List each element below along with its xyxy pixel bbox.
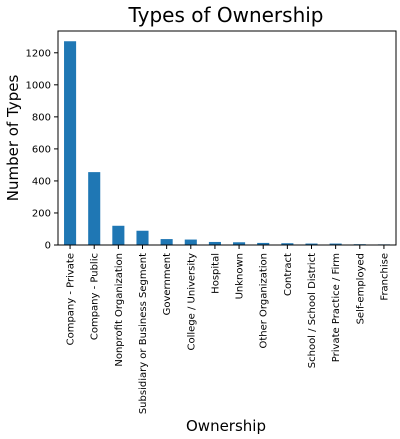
y-tick-label-2: 400 — [32, 176, 51, 187]
x-axis-label: Ownership — [186, 417, 266, 435]
x-tick-label-0: Company - Private — [66, 253, 77, 345]
y-tick-label-6: 1200 — [26, 48, 51, 59]
bar-8 — [257, 242, 270, 245]
bar-3 — [136, 230, 149, 245]
bar-5 — [184, 239, 197, 245]
y-tick-label-1: 200 — [32, 208, 51, 219]
y-axis: 0 200 400 600 800 1000 1200 — [26, 48, 58, 252]
bar-11 — [329, 243, 342, 245]
bar-9 — [281, 243, 294, 245]
y-axis-label: Number of Types — [4, 75, 22, 202]
bar-6 — [208, 241, 221, 245]
x-tick-label-4: Government — [162, 253, 173, 315]
bar-2 — [112, 225, 125, 245]
bar-0 — [64, 41, 77, 245]
bar-4 — [160, 239, 173, 245]
x-tick-label-8: Other Organization — [259, 253, 270, 349]
y-tick-label-3: 600 — [32, 144, 51, 155]
bars-group — [64, 41, 390, 245]
plot-frame — [57, 30, 397, 246]
x-tick-label-2: Nonprofit Organization — [114, 253, 125, 367]
x-axis: Company - Private Company - Public Nonprof… — [66, 245, 390, 414]
x-tick-label-3: Subsidiary or Business Segment — [138, 253, 149, 414]
x-tick-label-9: Contract — [283, 253, 294, 296]
bar-1 — [88, 172, 101, 245]
x-tick-label-5: College / University — [186, 253, 197, 351]
x-tick-label-6: Hospital — [210, 253, 221, 294]
bar-7 — [233, 242, 246, 245]
x-tick-label-13: Franchise — [379, 253, 390, 301]
y-tick-label-4: 800 — [32, 112, 51, 123]
x-tick-label-7: Unknown — [235, 253, 246, 299]
x-tick-label-1: Company - Public — [90, 253, 101, 340]
chart-title: Types of Ownership — [128, 3, 324, 27]
x-tick-label-11: Private Practice / Firm — [331, 253, 342, 362]
y-tick-label-0: 0 — [45, 241, 51, 252]
bar-10 — [305, 243, 318, 245]
x-tick-label-12: Self-employed — [355, 253, 366, 324]
y-tick-label-5: 1000 — [26, 80, 51, 91]
x-tick-label-10: School / School District — [307, 253, 318, 368]
